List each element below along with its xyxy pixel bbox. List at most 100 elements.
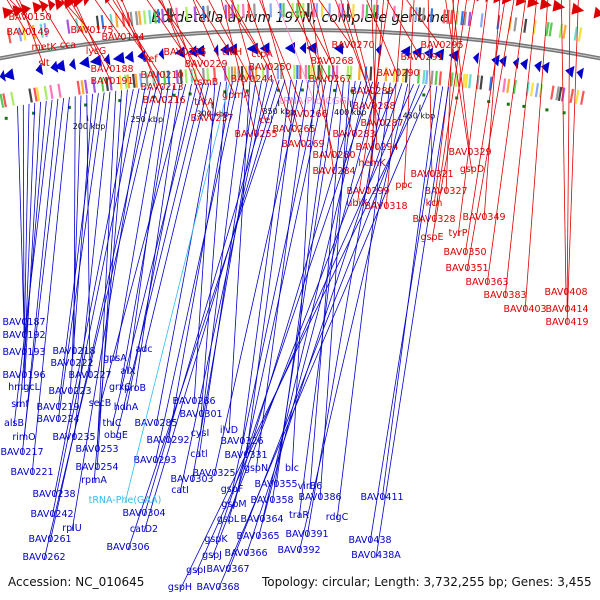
cog-bar-forward-inner bbox=[227, 4, 231, 19]
forward-gene-arrow bbox=[55, 0, 66, 11]
reverse-gene-label: virB6 bbox=[298, 481, 323, 492]
forward-gene-arrow bbox=[40, 0, 49, 13]
forward-gene-label: BAV0280 bbox=[312, 150, 355, 161]
forward-gene-label: lysG bbox=[86, 46, 107, 57]
cog-bar-forward-inner bbox=[166, 8, 171, 23]
cog-bar-reverse bbox=[358, 66, 361, 81]
forward-gene-label: ctpA bbox=[251, 49, 273, 60]
cog-bar-forward-inner bbox=[153, 9, 157, 24]
cog-bar-reverse bbox=[369, 66, 373, 81]
reverse-gene-label: proB bbox=[124, 383, 146, 394]
cog-bar-forward-inner bbox=[193, 6, 197, 21]
reverse-gene-arrow bbox=[576, 67, 584, 80]
reverse-gene-label-leader bbox=[71, 87, 146, 532]
forward-gene-label: BAV0321 bbox=[410, 169, 453, 180]
forward-gene-label: ppc bbox=[395, 180, 412, 191]
reverse-gene-arrow bbox=[246, 42, 259, 55]
reverse-gene-label: alsB bbox=[4, 418, 24, 429]
reverse-gene-arrow bbox=[448, 49, 459, 62]
forward-gene-label: BAV0351 bbox=[445, 263, 488, 274]
reverse-gene-label: BAV0411 bbox=[360, 492, 403, 503]
forward-gene-label: BAV0210 bbox=[140, 70, 183, 81]
reverse-gene-label-leader bbox=[13, 99, 53, 427]
forward-gene-label-leader bbox=[403, 0, 415, 189]
cog-bar-reverse bbox=[179, 69, 183, 84]
reverse-gene-arrow bbox=[473, 52, 480, 65]
forward-gene-label-leader bbox=[466, 0, 515, 272]
cog-bar-reverse bbox=[464, 73, 469, 89]
reverse-gene-label: grxC bbox=[109, 382, 131, 393]
reverse-gene-label: BAV0368 bbox=[196, 582, 239, 593]
forward-gene-label: BAV0268 bbox=[310, 56, 353, 67]
reverse-gene-label: BAV0238 bbox=[32, 489, 75, 500]
cog-bar-reverse bbox=[534, 83, 540, 98]
reverse-gene-label: thiC bbox=[102, 418, 121, 429]
forward-gene-arrow bbox=[104, 0, 110, 4]
forward-gene-label-leader bbox=[19, 0, 45, 67]
reverse-gene-arrow bbox=[112, 51, 125, 64]
reverse-gene-label-leader bbox=[375, 87, 449, 559]
reverse-gene-arrow bbox=[284, 42, 296, 54]
reverse-gene-label-leader bbox=[73, 91, 111, 441]
forward-gene-label-leader bbox=[335, 0, 383, 127]
forward-gene-label: BAV0266 bbox=[284, 109, 327, 120]
reverse-gene-label-leader bbox=[23, 102, 36, 379]
forward-gene-label: BAV0237 bbox=[190, 113, 233, 124]
cog-bar-reverse bbox=[10, 91, 15, 106]
reverse-gene-label: BAV0304 bbox=[122, 508, 165, 519]
cog-bar-reverse bbox=[434, 70, 438, 85]
reverse-gene-label: BAV0254 bbox=[75, 462, 118, 473]
reverse-gene-label: gspI bbox=[186, 565, 206, 576]
cog-bar-reverse bbox=[502, 78, 507, 93]
forward-gene-label-leader bbox=[560, 0, 567, 296]
cog-bar-forward-inner bbox=[138, 10, 142, 26]
cog-bar-reverse bbox=[430, 70, 434, 85]
reverse-gene-label-leader bbox=[71, 95, 82, 367]
forward-gene-arrow bbox=[32, 1, 43, 14]
reverse-gene-label: BAV0355 bbox=[254, 479, 297, 490]
forward-gene-label-leader bbox=[406, 0, 443, 49]
forward-gene-label-leader bbox=[433, 0, 459, 207]
reverse-gene-label: traR bbox=[289, 510, 309, 521]
forward-gene-label-leader bbox=[340, 0, 375, 110]
cog-bar-reverse bbox=[33, 87, 38, 102]
reverse-gene-arrow bbox=[50, 60, 59, 73]
cog-bar-forward-inner bbox=[532, 20, 537, 35]
forward-gene-arrow bbox=[593, 6, 600, 19]
reverse-gene-label-leader bbox=[195, 84, 414, 574]
reverse-gene-label-leader bbox=[227, 81, 362, 523]
reverse-gene-arrow bbox=[541, 61, 550, 74]
cog-bar-forward-inner bbox=[523, 18, 528, 33]
reverse-gene-arrow bbox=[534, 60, 542, 73]
cog-bar-forward-inner bbox=[161, 8, 165, 23]
cog-bar-reverse bbox=[49, 84, 54, 100]
reverse-gene-arrow bbox=[174, 46, 186, 59]
reverse-gene-label-leader bbox=[298, 83, 409, 554]
reverse-gene-label: BAV0227 bbox=[68, 370, 111, 381]
cog-bar-forward-inner bbox=[237, 4, 240, 19]
forward-gene-label-leader bbox=[286, 0, 331, 83]
reverse-gene-label: BAV0303 bbox=[170, 474, 213, 485]
reverse-gene-arrow bbox=[69, 58, 76, 70]
reverse-gene-arrow bbox=[53, 59, 66, 72]
reverse-gene-label-leader bbox=[43, 86, 157, 561]
forward-gene-arrow bbox=[2, 7, 15, 19]
reverse-gene-label-leader bbox=[193, 82, 216, 405]
rna-mark-inner bbox=[333, 88, 337, 92]
forward-gene-label: tyrP bbox=[449, 228, 468, 239]
cog-bar-reverse bbox=[28, 88, 33, 103]
reverse-gene-label-leader bbox=[51, 88, 140, 518]
reverse-gene-arrow bbox=[499, 55, 507, 68]
forward-trna-label: tRNA-Pro(CGG) bbox=[280, 96, 351, 107]
reverse-trna-leader bbox=[124, 81, 231, 504]
reverse-gene-label-leader bbox=[57, 93, 99, 411]
cog-bar-reverse bbox=[506, 78, 511, 94]
forward-gene-arrow bbox=[64, 0, 77, 9]
forward-gene-label: gspD bbox=[460, 164, 484, 175]
forward-gene-label: ubiX bbox=[346, 198, 368, 209]
cog-bar-forward-inner bbox=[513, 17, 518, 32]
reverse-gene-label-leader bbox=[19, 100, 47, 408]
reverse-gene-label-leader bbox=[23, 101, 41, 391]
forward-gene-label: cca bbox=[60, 40, 76, 51]
reverse-gene-arrow bbox=[124, 50, 134, 63]
